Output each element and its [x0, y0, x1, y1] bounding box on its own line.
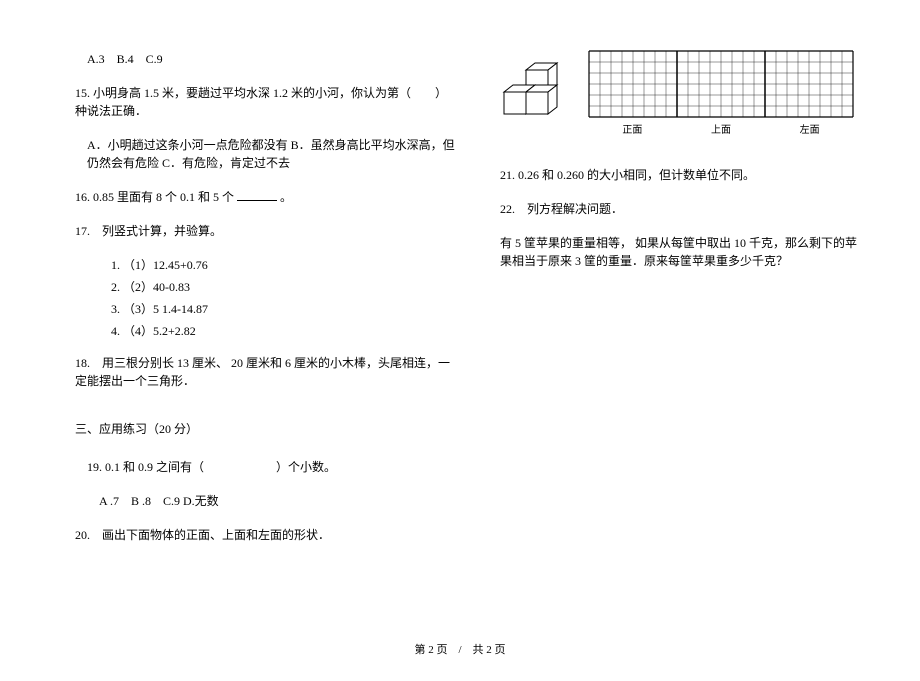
- q17-list: （1）12.45+0.76 （2）40-0.83 （3）5 1.4-14.87 …: [75, 256, 455, 340]
- page-footer: 第 2 页 / 共 2 页: [0, 641, 920, 657]
- grid-label-front: 正面: [622, 121, 642, 136]
- q15: 15. 小明身高 1.5 米，要趟过平均水深 1.2 米的小河，你认为第（ ）种…: [75, 84, 455, 120]
- section-3-title: 三、应用练习（20 分）: [75, 420, 455, 438]
- q15-text: 小明身高 1.5 米，要趟过平均水深 1.2 米的小河，你认为第（ ）种说法正确…: [75, 86, 447, 118]
- q14-options: A.3 B.4 C.9: [75, 50, 455, 68]
- q16-text: 16. 0.85 里面有 8 个 0.1 和 5 个: [75, 190, 234, 204]
- q21: 21. 0.26 和 0.260 的大小相同，但计数单位不同。: [500, 166, 860, 184]
- grid-label-left: 左面: [800, 121, 820, 136]
- q17-item-1: （1）12.45+0.76: [123, 256, 455, 274]
- q17-item-2: （2）40-0.83: [123, 278, 455, 296]
- grid-wrap: 正面 上面 左面: [588, 50, 854, 136]
- q17-item-4: （4）5.2+2.82: [123, 322, 455, 340]
- q15-num: 15.: [75, 86, 90, 100]
- q16-tail: 。: [280, 190, 292, 204]
- q22: 22. 列方程解决问题．: [500, 200, 860, 218]
- q16-blank[interactable]: [237, 189, 277, 201]
- q15-options: A．小明趟过这条小河一点危险都没有 B．虽然身高比平均水深高，但仍然会有危险 C…: [75, 136, 455, 172]
- grid-labels: 正面 上面 左面: [588, 121, 854, 136]
- grid-label-top: 上面: [711, 121, 731, 136]
- q22-body: 有 5 筐苹果的重量相等， 如果从每筐中取出 10 千克，那么剩下的苹果相当于原…: [500, 234, 860, 270]
- drawing-grid[interactable]: [588, 50, 854, 118]
- q20-diagram-row: 正面 上面 左面: [500, 50, 860, 136]
- cube-stack-icon: [500, 50, 570, 120]
- q17: 17. 列竖式计算，并验算。: [75, 222, 455, 240]
- q20: 20. 画出下面物体的正面、上面和左面的形状．: [75, 526, 455, 544]
- q16: 16. 0.85 里面有 8 个 0.1 和 5 个 。: [75, 188, 455, 206]
- q18: 18. 用三根分别长 13 厘米、 20 厘米和 6 厘米的小木棒，头尾相连，一…: [75, 354, 455, 390]
- q19-options: A .7 B .8 C.9 D.无数: [75, 492, 455, 510]
- q17-item-3: （3）5 1.4-14.87: [123, 300, 455, 318]
- q19: 19. 0.1 和 0.9 之间有（ ）个小数。: [75, 458, 455, 476]
